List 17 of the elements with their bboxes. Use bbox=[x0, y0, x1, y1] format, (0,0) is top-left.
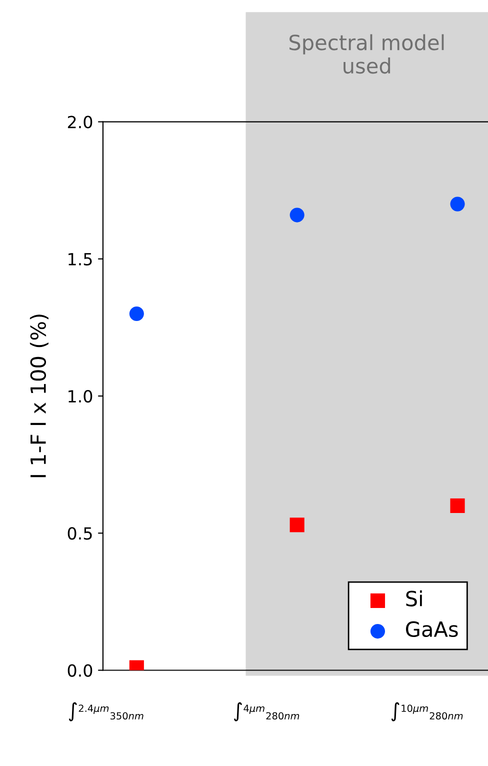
point bbox=[290, 208, 304, 222]
point bbox=[450, 196, 465, 212]
y-axis-title: I 1-F I x 100 (%) bbox=[30, 314, 48, 478]
y-tick-label: 2.0 bbox=[68, 116, 92, 128]
point bbox=[290, 518, 304, 532]
point bbox=[450, 498, 465, 513]
y-tick-label: 1.0 bbox=[68, 390, 92, 403]
x-tick-label: ∫$^{2.4μm}$$_{350nm}$ bbox=[68, 702, 144, 722]
y-tick-label: 0.5 bbox=[68, 527, 92, 540]
point bbox=[129, 306, 144, 322]
x-tick-label: ∫$^{10μm}$$_{280nm}$ bbox=[391, 702, 463, 722]
band-label: Spectral model used bbox=[289, 34, 444, 74]
legend-label: GaAs bbox=[406, 621, 458, 638]
y-tick-label: 0.0 bbox=[68, 664, 92, 677]
y-tick-label: 1.5 bbox=[68, 253, 92, 266]
legend-label: Si bbox=[406, 590, 422, 606]
x-tick-label: ∫$^{4μm}$$_{280nm}$ bbox=[234, 702, 300, 722]
